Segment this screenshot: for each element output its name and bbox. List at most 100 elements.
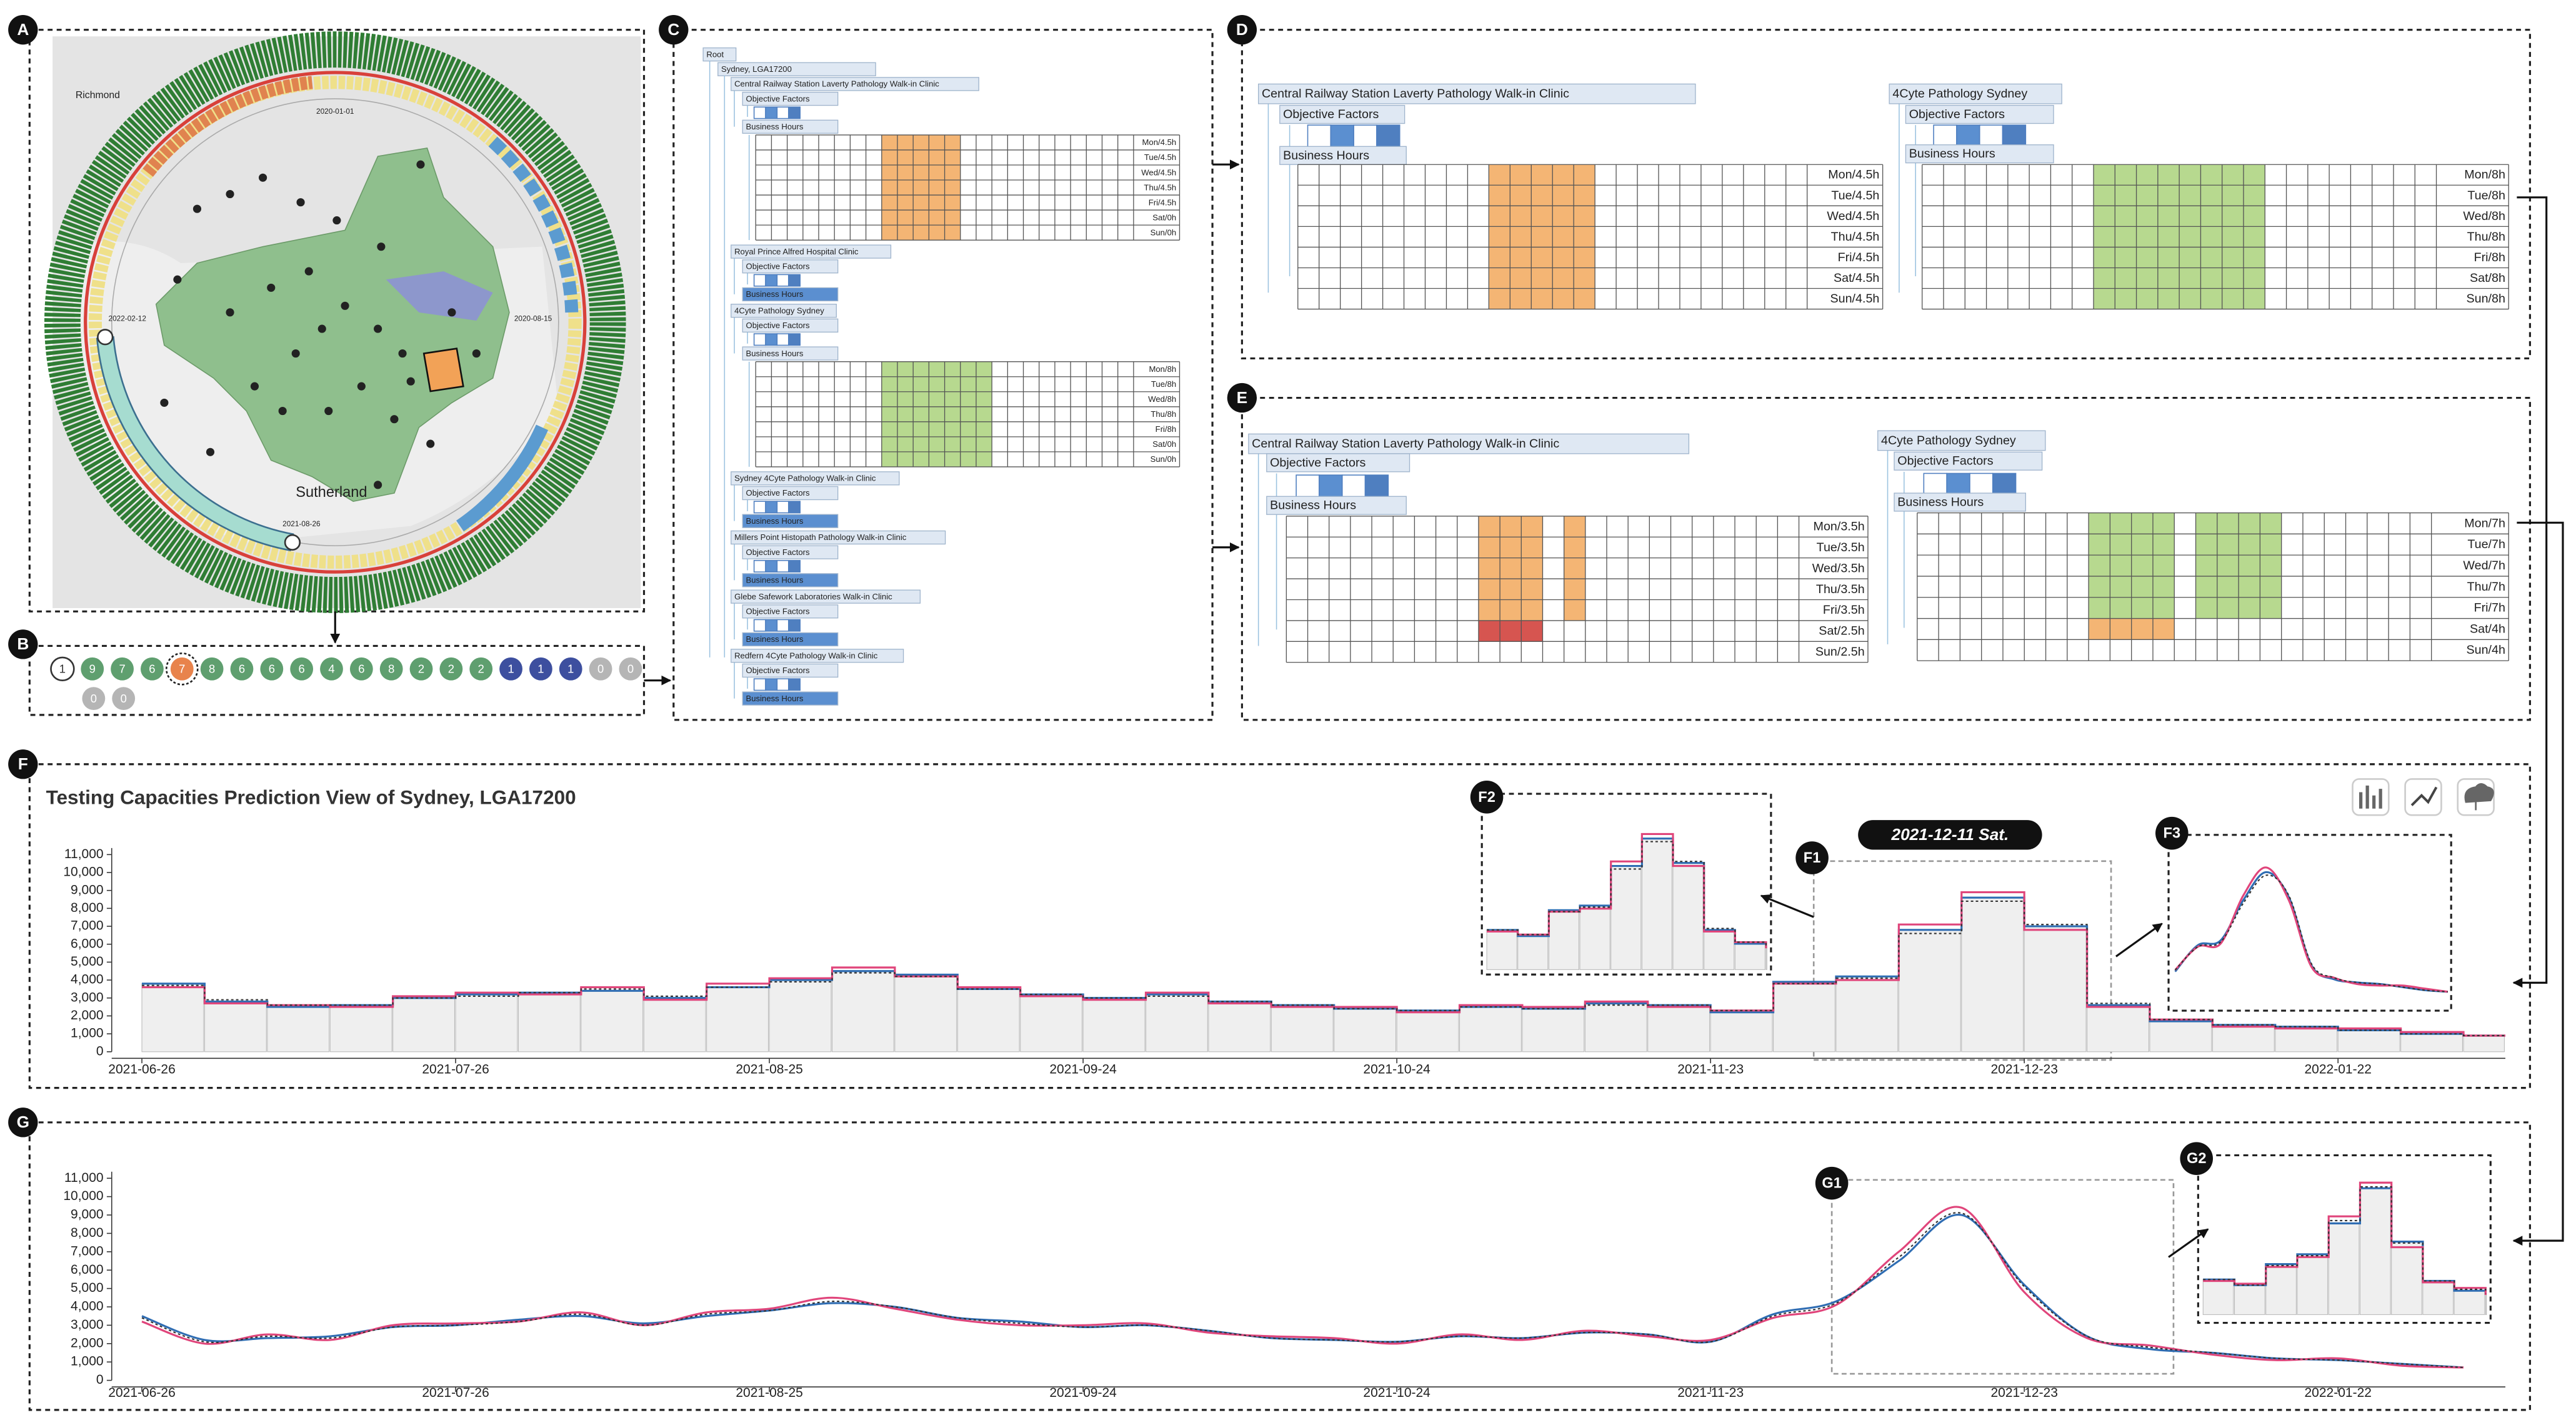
badge[interactable] bbox=[349, 657, 373, 681]
node-label: Objective Factors bbox=[746, 488, 810, 498]
capacity-bar bbox=[329, 1004, 392, 1052]
node-box[interactable] bbox=[742, 663, 839, 678]
tree-link bbox=[734, 662, 748, 699]
badge[interactable] bbox=[230, 657, 254, 681]
node-box[interactable] bbox=[731, 649, 904, 663]
badge[interactable] bbox=[529, 657, 552, 681]
day-label: Tue/4.5h bbox=[1144, 152, 1176, 162]
node-box[interactable] bbox=[742, 573, 839, 588]
badge[interactable] bbox=[589, 657, 612, 681]
capacity-bar bbox=[1610, 866, 1642, 970]
badge[interactable] bbox=[82, 687, 106, 710]
capacity-bar bbox=[1765, 946, 1767, 970]
factor-cell bbox=[2002, 124, 2027, 149]
badge-count: 6 bbox=[358, 662, 364, 675]
node-box[interactable] bbox=[1905, 144, 2054, 164]
range-handle[interactable] bbox=[284, 534, 301, 551]
badge[interactable] bbox=[260, 657, 284, 681]
node-box[interactable] bbox=[1279, 104, 1405, 124]
node-box[interactable] bbox=[1894, 451, 2043, 471]
node-box[interactable] bbox=[742, 287, 839, 302]
y-tick-label: 3,000 bbox=[71, 1318, 104, 1332]
node-box[interactable] bbox=[717, 62, 876, 76]
place-label: Sutherland bbox=[296, 484, 367, 501]
range-handle[interactable] bbox=[97, 329, 114, 346]
node-label: Objective Factors bbox=[746, 607, 810, 616]
badge[interactable] bbox=[619, 657, 642, 681]
x-tick-label: 2021-10-24 bbox=[1363, 1386, 1430, 1400]
factor-cell bbox=[776, 619, 789, 632]
capacity-bar bbox=[2391, 1241, 2422, 1315]
date-pill bbox=[1858, 820, 2042, 850]
panel-badge bbox=[1227, 382, 1257, 413]
node-box[interactable] bbox=[742, 259, 839, 274]
badge[interactable] bbox=[81, 657, 104, 681]
day-label: Wed/8h bbox=[1148, 394, 1176, 404]
node-box[interactable] bbox=[742, 691, 839, 706]
node-box[interactable] bbox=[742, 514, 839, 528]
node-box[interactable] bbox=[731, 304, 837, 318]
capacity-bar bbox=[267, 1006, 330, 1052]
node-box[interactable] bbox=[731, 589, 921, 604]
node-label: Central Railway Station Laverty Patholog… bbox=[1262, 87, 1569, 101]
node-box[interactable] bbox=[1258, 83, 1696, 104]
badge[interactable] bbox=[200, 657, 224, 681]
day-label: Thu/8h bbox=[2467, 230, 2505, 244]
node-box[interactable] bbox=[742, 632, 839, 647]
y-tick-label: 7,000 bbox=[71, 1244, 104, 1258]
node-box[interactable] bbox=[1279, 146, 1407, 165]
node-box[interactable] bbox=[742, 545, 839, 559]
node-box[interactable] bbox=[1266, 453, 1410, 472]
badge[interactable] bbox=[141, 657, 164, 681]
badge[interactable] bbox=[290, 657, 314, 681]
badge[interactable] bbox=[50, 656, 75, 681]
badge[interactable] bbox=[409, 657, 433, 681]
day-label: Wed/4.5h bbox=[1827, 209, 1879, 223]
factor-cell bbox=[753, 333, 766, 346]
node-box[interactable] bbox=[1248, 433, 1690, 454]
tree-link bbox=[734, 603, 748, 639]
node-box[interactable] bbox=[742, 318, 839, 333]
zoom-region bbox=[1812, 860, 2112, 1061]
y-tick-label: 9,000 bbox=[71, 882, 104, 897]
x-tick-label: 2021-08-25 bbox=[736, 1062, 802, 1076]
node-box[interactable] bbox=[731, 530, 946, 545]
date-annotation: 2021-12-11 Sat. bbox=[1890, 825, 2009, 844]
badge[interactable] bbox=[379, 657, 403, 681]
badge[interactable] bbox=[320, 657, 343, 681]
node-box[interactable] bbox=[731, 471, 900, 486]
badge[interactable] bbox=[111, 657, 134, 681]
capacity-bar bbox=[2234, 1284, 2265, 1315]
day-label: Sun/4.5h bbox=[1830, 292, 1879, 306]
day-label: Thu/4.5h bbox=[1144, 182, 1176, 192]
node-box[interactable] bbox=[1266, 496, 1407, 515]
node-box[interactable] bbox=[742, 91, 839, 106]
node-label: Business Hours bbox=[1270, 499, 1356, 512]
node-box[interactable] bbox=[1894, 492, 2027, 512]
node-box[interactable] bbox=[742, 486, 839, 501]
node-box[interactable] bbox=[1877, 430, 2046, 451]
badge[interactable] bbox=[170, 657, 194, 681]
badge[interactable] bbox=[499, 657, 522, 681]
day-label: Tue/3.5h bbox=[1817, 541, 1865, 554]
y-tick-label: 7,000 bbox=[71, 919, 104, 933]
badge[interactable] bbox=[439, 657, 463, 681]
badge[interactable] bbox=[112, 687, 136, 710]
y-tick-label: 11,000 bbox=[64, 1171, 104, 1185]
capacity-bar bbox=[2212, 1024, 2275, 1052]
badge[interactable] bbox=[559, 657, 582, 681]
node-box[interactable] bbox=[742, 119, 839, 134]
toolbar bbox=[2352, 778, 2495, 816]
node-box[interactable] bbox=[1889, 83, 2062, 104]
node-box[interactable] bbox=[731, 244, 892, 259]
node-box[interactable] bbox=[742, 346, 839, 361]
y-tick-label: 1,000 bbox=[71, 1026, 104, 1041]
badge[interactable] bbox=[469, 657, 493, 681]
capacity-bar bbox=[1082, 998, 1146, 1052]
node-box[interactable] bbox=[702, 47, 737, 62]
bar-view-button[interactable] bbox=[2352, 778, 2390, 816]
node-box[interactable] bbox=[731, 77, 979, 91]
node-box[interactable] bbox=[742, 604, 839, 619]
node-box[interactable] bbox=[1905, 104, 2054, 124]
node-label: Objective Factors bbox=[746, 261, 810, 271]
